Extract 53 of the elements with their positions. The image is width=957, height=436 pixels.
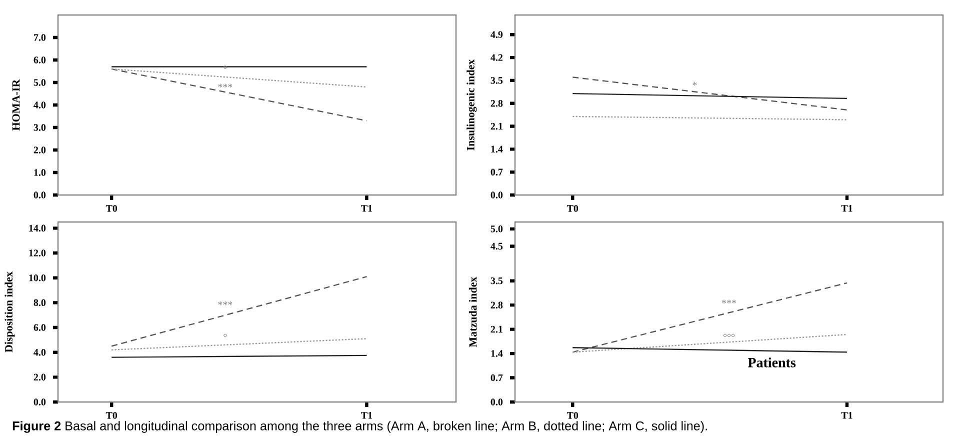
annotation: °°° (723, 334, 735, 337)
x-tick-label: T0 (566, 205, 578, 212)
text: Figure 2 Basal and longitudinal comparison among the three arms (Arm A, broken line; Arm B, dotted line; Arm C, solid line). (12, 421, 707, 433)
y-tick-label: 4.0 (34, 348, 46, 356)
annotation: ° (224, 334, 227, 337)
y-tick-label: 6.0 (34, 324, 46, 331)
y-tick-label: 1.4 (491, 350, 503, 357)
y-tick-label: 0.0 (34, 398, 46, 406)
y-tick-label: 10.0 (29, 274, 46, 282)
annotation: *** (218, 302, 232, 306)
y-tick-label: 5.0 (490, 226, 503, 232)
y-tick-label: 6.0 (34, 56, 46, 64)
y-tick-label: 3.5 (490, 77, 503, 84)
y-tick-label: 0.7 (490, 374, 503, 382)
annotation: ° (224, 66, 227, 69)
y-tick-label: 0.0 (490, 398, 503, 406)
y-axis-title: Insulinogenic index (466, 59, 477, 150)
y-tick-label: 2.0 (34, 374, 46, 381)
y-tick-label: 2.8 (490, 100, 503, 107)
y-tick-label: 7.0 (34, 34, 46, 41)
y-tick-label: 4.9 (490, 31, 503, 38)
annotation: Patients (748, 357, 796, 368)
annotation: * (692, 82, 697, 86)
y-tick-label: 2.0 (34, 146, 46, 154)
y-axis-title: Disposition index (4, 272, 15, 352)
y-tick-label: 5.0 (34, 79, 46, 86)
y-tick-label: 0.0 (490, 192, 503, 198)
y-tick-label: 3.5 (490, 277, 503, 284)
y-tick-label: 1.0 (34, 169, 46, 176)
y-axis-title: Matzuda index (468, 276, 477, 348)
annotation: *** (218, 84, 232, 88)
x-tick-label: T0 (106, 205, 118, 212)
x-tick-label: T0 (566, 412, 578, 419)
x-tick-label: T1 (841, 412, 852, 419)
y-tick-label: 14.0 (29, 224, 46, 232)
y-tick-label: 0.7 (490, 168, 503, 176)
y-tick-label: 2.1 (490, 122, 502, 130)
y-tick-label: 8.0 (34, 299, 46, 306)
y-tick-label: 4.2 (490, 54, 503, 61)
y-tick-label: 1.4 (491, 146, 503, 153)
y-tick-label: 2.8 (490, 302, 503, 308)
x-tick-label: T1 (361, 205, 372, 212)
y-tick-label: 3.0 (34, 124, 46, 131)
x-tick-label: T1 (841, 205, 852, 212)
y-tick-label: 2.1 (490, 326, 502, 333)
y-tick-label: 12.0 (29, 250, 46, 256)
y-axis-title: HOMA-IR (12, 79, 20, 130)
x-tick-label: T0 (106, 412, 118, 419)
y-tick-label: 0.0 (34, 192, 46, 198)
y-tick-label: 4.0 (34, 102, 46, 108)
x-tick-label: T1 (361, 412, 372, 419)
y-tick-label: 4.5 (490, 242, 503, 250)
annotation: *** (722, 300, 736, 304)
